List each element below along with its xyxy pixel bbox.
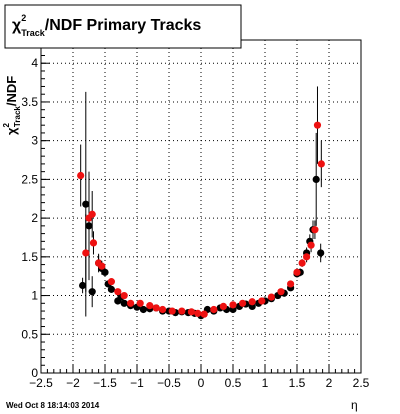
data-point bbox=[114, 288, 122, 296]
data-point bbox=[178, 307, 186, 315]
x-tick-label: −2.5 bbox=[29, 376, 53, 390]
data-points bbox=[77, 86, 325, 320]
data-point bbox=[120, 299, 128, 307]
data-point bbox=[267, 293, 275, 301]
axes: −2.5 −2 −1.5 −1 −0.5 0 0.5 1 1.5 2 2.5 0 0.5 1 1.5 2 2.5… bbox=[21, 39, 370, 390]
x-axis-label: η bbox=[351, 398, 358, 412]
y-tick-label: 3.5 bbox=[21, 95, 38, 109]
y-tick-label: 0.5 bbox=[21, 327, 38, 341]
data-point bbox=[317, 160, 325, 168]
x-tick-label: 2.5 bbox=[353, 376, 370, 390]
x-tick-label: 2 bbox=[326, 376, 333, 390]
data-point bbox=[107, 278, 115, 286]
data-point bbox=[303, 253, 311, 261]
data-point bbox=[298, 259, 306, 267]
data-point bbox=[277, 288, 285, 296]
timestamp-footer: Wed Oct 8 18:14:03 2014 bbox=[6, 401, 100, 410]
x-tick-label: 0 bbox=[198, 376, 205, 390]
data-point bbox=[229, 301, 237, 309]
data-point bbox=[152, 304, 160, 312]
data-point bbox=[88, 210, 96, 218]
data-point bbox=[120, 291, 128, 300]
data-point bbox=[311, 226, 319, 234]
data-point bbox=[248, 298, 256, 306]
chart-title: χ2 Track/NDF Primary Tracks bbox=[12, 13, 201, 38]
data-point bbox=[200, 310, 208, 318]
data-point bbox=[293, 268, 301, 276]
data-point bbox=[146, 302, 154, 310]
x-tick-label: −2 bbox=[66, 376, 80, 390]
data-point bbox=[219, 302, 227, 310]
data-point bbox=[77, 171, 85, 180]
data-point bbox=[168, 307, 176, 315]
y-tick-label: 0 bbox=[31, 366, 38, 380]
y-tick-label: 1 bbox=[31, 289, 38, 303]
data-point bbox=[82, 249, 90, 257]
data-point bbox=[239, 299, 247, 307]
data-point bbox=[82, 200, 90, 208]
data-point bbox=[312, 175, 320, 183]
data-point bbox=[101, 268, 109, 276]
x-tick-label: 1 bbox=[262, 376, 269, 390]
data-point bbox=[136, 299, 144, 307]
data-point bbox=[159, 305, 167, 314]
y-tick-label: 2.5 bbox=[21, 172, 38, 186]
data-point bbox=[98, 262, 106, 270]
x-tick-label: 1.5 bbox=[289, 376, 306, 390]
data-point bbox=[89, 239, 98, 247]
data-point bbox=[88, 288, 96, 296]
data-point bbox=[317, 249, 325, 257]
data-point bbox=[187, 308, 195, 316]
title-box bbox=[4, 4, 242, 49]
y-axis-label: χ2 Track/NDF bbox=[2, 76, 22, 135]
data-point bbox=[258, 297, 266, 305]
x-tick-label: −1 bbox=[130, 376, 144, 390]
y-tick-label: 2 bbox=[31, 211, 38, 225]
data-point bbox=[194, 309, 202, 317]
y-tick-label: 4 bbox=[31, 56, 38, 70]
grid-lines bbox=[41, 40, 361, 373]
y-tick-label: 1.5 bbox=[21, 250, 38, 264]
data-point bbox=[139, 305, 147, 314]
data-point bbox=[313, 121, 322, 129]
data-point bbox=[287, 280, 295, 288]
data-point bbox=[127, 299, 135, 307]
x-tick-label: −1.5 bbox=[93, 376, 117, 390]
y-tick-label: 3 bbox=[31, 134, 38, 148]
data-point bbox=[210, 305, 218, 314]
data-point bbox=[79, 281, 87, 290]
x-tick-label: 0.5 bbox=[225, 376, 242, 390]
data-point bbox=[107, 285, 115, 293]
x-tick-label: −0.5 bbox=[157, 376, 181, 390]
data-point bbox=[307, 241, 315, 249]
